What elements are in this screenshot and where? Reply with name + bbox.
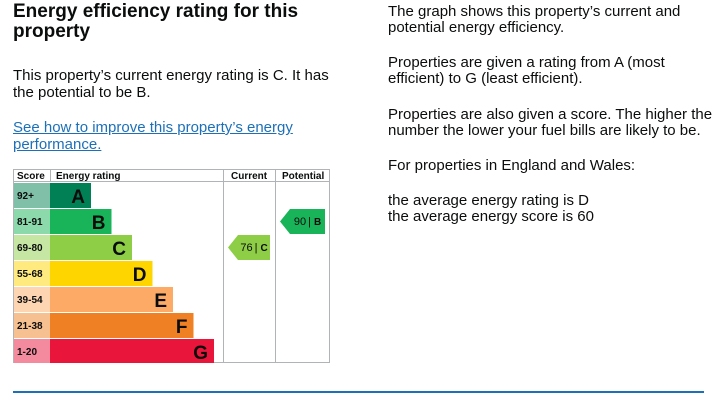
average-score: the average energy score is 60	[388, 208, 594, 225]
band-bar-a	[50, 183, 91, 208]
energy-rating-chart-svg: Score Energy rating Current Potential 92…	[13, 169, 330, 363]
band-score-cell-a	[14, 183, 50, 208]
band-score-cell-g	[14, 339, 50, 363]
score-column-header: Score	[17, 171, 45, 182]
band-letter-a: A	[71, 187, 85, 208]
current-rating-score: 76	[240, 242, 252, 254]
band-score-label-f: 21-38	[17, 321, 43, 332]
band-bar-g	[50, 339, 214, 363]
band-bar-e	[50, 287, 173, 312]
band-bar-d	[50, 261, 153, 286]
info-graph-description: The graph shows this property’s current …	[388, 3, 681, 36]
rating-summary: Energy efficiency rating for this proper…	[13, 1, 343, 154]
potential-rating-letter: B	[314, 217, 321, 228]
band-bar-c	[50, 235, 132, 260]
current-column-header: Current	[231, 171, 268, 182]
band-score-cell-f	[14, 313, 50, 338]
band-score-label-e: 39-54	[17, 295, 43, 306]
band-score-label-c: 69-80	[17, 243, 43, 254]
current-rating-arrow-label: 76 | C	[240, 242, 267, 254]
average-rating: the average energy rating is D	[388, 192, 589, 209]
band-score-label-g: 1-20	[17, 347, 37, 358]
potential-rating-separator: |	[308, 216, 311, 228]
info-averages: the average energy rating is D the avera…	[388, 193, 713, 225]
potential-column-header: Potential	[282, 171, 324, 182]
info-region: For properties in England and Wales:	[388, 157, 636, 174]
band-score-label-b: 81-91	[17, 217, 43, 228]
info-rating-scale: Properties are given a rating from A (mo…	[388, 54, 665, 87]
band-score-cell-b	[14, 209, 50, 234]
band-score-cell-d	[14, 261, 50, 286]
current-rating-separator: |	[255, 242, 258, 254]
rating-arrows: 76 | C90 | B	[228, 209, 325, 260]
band-letter-e: E	[154, 291, 167, 312]
band-score-cell-c	[14, 235, 50, 260]
band-bar-b	[50, 209, 112, 234]
band-score-cell-e	[14, 287, 50, 312]
info-score-description: Properties are also given a score. The h…	[388, 106, 713, 139]
band-bar-f	[50, 313, 194, 338]
band-score-label-a: 92+	[17, 191, 34, 202]
energy-rating-chart: Score Energy rating Current Potential 92…	[13, 169, 330, 363]
band-letter-g: G	[193, 343, 208, 363]
section-divider	[13, 391, 704, 393]
potential-rating-arrow-label: 90 | B	[294, 216, 321, 228]
improve-performance-link[interactable]: See how to improve this property’s energ…	[13, 119, 293, 153]
band-letter-f: F	[176, 317, 188, 338]
current-rating-statement: This property’s current energy rating is…	[13, 67, 329, 101]
current-rating-arrow	[228, 235, 270, 260]
rating-info: The graph shows this property’s current …	[388, 4, 713, 225]
band-score-label-d: 55-68	[17, 269, 43, 280]
band-letter-b: B	[92, 213, 106, 234]
rating-column-header: Energy rating	[56, 171, 120, 182]
rating-bands: 92+ A 81-91 B 69-80 C 55-68 D 39-54 E 21-38 F 1-20 G	[14, 183, 214, 363]
potential-rating-score: 90	[294, 216, 306, 228]
page-title: Energy efficiency rating for this proper…	[13, 1, 299, 42]
current-rating-letter: C	[260, 243, 267, 254]
band-letter-d: D	[133, 265, 147, 286]
band-letter-c: C	[112, 239, 126, 260]
potential-rating-arrow	[280, 209, 325, 234]
